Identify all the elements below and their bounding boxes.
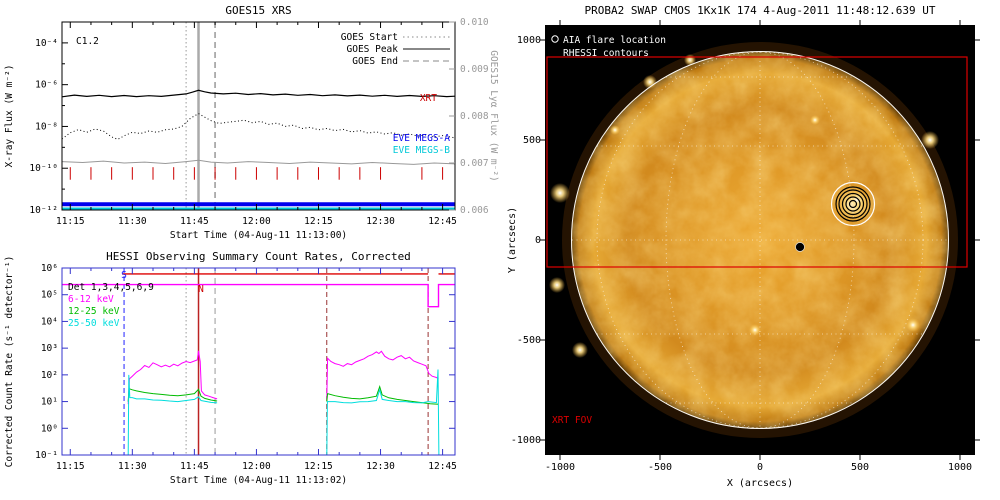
x-tick-label: 0 [757, 462, 763, 473]
swap-panel: PROBA2 SWAP CMOS 1Kx1K 174 4-Aug-2011 11… [505, 0, 1000, 500]
goes-annotation: C1.2 [76, 36, 99, 47]
svg-text:12:00: 12:00 [242, 216, 271, 227]
svg-text:11:15: 11:15 [56, 461, 85, 472]
y-tick-label: 500 [523, 135, 541, 146]
svg-text:10⁻¹²: 10⁻¹² [29, 205, 58, 216]
swap-xlabel: X (arcsecs) [727, 478, 793, 489]
svg-text:10¹: 10¹ [41, 397, 58, 408]
y-tick-label: -1000 [511, 435, 541, 446]
goes-xlabel: Start Time (04-Aug-11 11:13:00) [170, 230, 347, 241]
y-tick-label: 0 [535, 235, 541, 246]
swap-axes [540, 20, 980, 460]
svg-text:GOES Start: GOES Start [341, 32, 398, 43]
x-tick-label: -1000 [545, 462, 575, 473]
aia-flare-location-marker [795, 242, 805, 252]
hessi-plot-frame [61, 267, 456, 456]
hessi-annotation: S [121, 270, 127, 281]
solar-limb-circle [571, 51, 949, 429]
svg-text:12:30: 12:30 [366, 461, 395, 472]
hessi-chart: 11:15 11:30 11:45 12:00 12:15 12:30 12:45 10⁶ 10… [4, 250, 457, 486]
goes-axes [62, 21, 455, 211]
svg-text:10⁶: 10⁶ [41, 263, 58, 274]
rhessi-contours [830, 181, 876, 227]
hessi-series-rate-25-50kev [127, 369, 440, 456]
hessi-series-rate-6-12kev [127, 350, 439, 405]
svg-text:0.010: 0.010 [460, 17, 489, 28]
svg-text:10⁻⁶: 10⁻⁶ [35, 80, 58, 91]
svg-text:12:00: 12:00 [242, 461, 271, 472]
goes-interval-ticks [69, 167, 444, 180]
x-tick-label: 1000 [948, 462, 972, 473]
svg-text:0.006: 0.006 [460, 205, 489, 216]
hessi-annotation: 25-50 keV [68, 318, 120, 329]
svg-text:10³: 10³ [41, 343, 58, 354]
goes-event-lines [185, 22, 216, 210]
legend-rhessi-contours: RHESSI contours [563, 48, 649, 59]
hessi-series-flag-line-magenta [62, 283, 455, 308]
svg-text:0.009: 0.009 [460, 64, 489, 75]
y-tick-label: -500 [517, 335, 541, 346]
hessi-annotation: 12-25 keV [68, 306, 120, 317]
goes-ylabel-right: GOES15 Lyα Flux (W m⁻²) [488, 50, 499, 182]
swap-ylabel: Y (arcsecs) [507, 207, 518, 273]
hessi-ylabel: Corrected Count Rate (s⁻¹ detector⁻¹) [4, 256, 15, 468]
goes-ylabel: X-ray Flux (W m⁻²) [4, 65, 15, 168]
svg-text:11:30: 11:30 [118, 216, 147, 227]
flare-location-legend-icon [551, 35, 559, 43]
goes-annotation: EVE MEGS-A [393, 133, 450, 144]
image-legend: AIA flare location RHESSI contours [551, 35, 666, 59]
svg-text:0.008: 0.008 [460, 111, 489, 122]
svg-text:GOES End: GOES End [352, 56, 398, 67]
swap-title: PROBA2 SWAP CMOS 1Kx1K 174 4-Aug-2011 11… [585, 4, 936, 17]
legend-aia-flare-location: AIA flare location [563, 35, 666, 46]
svg-text:11:15: 11:15 [56, 216, 85, 227]
svg-text:12:45: 12:45 [428, 216, 457, 227]
hessi-xlabel: Start Time (04-Aug-11 11:13:02) [170, 475, 347, 486]
goes-annotation: XRT [420, 93, 437, 104]
x-tick-label: -500 [648, 462, 672, 473]
svg-text:11:30: 11:30 [118, 461, 147, 472]
hessi-title: HESSI Observing Summary Count Rates, Cor… [106, 250, 411, 263]
svg-text:0.007: 0.007 [460, 158, 489, 169]
hessi-axes [62, 267, 455, 456]
svg-text:11:45: 11:45 [180, 461, 209, 472]
svg-text:10⁻⁸: 10⁻⁸ [35, 121, 58, 132]
svg-text:11:45: 11:45 [180, 216, 209, 227]
svg-text:GOES Peak: GOES Peak [347, 44, 399, 55]
hessi-event-lines [123, 268, 429, 455]
goes-annotation: EVE MEGS-B [393, 145, 450, 156]
hessi-annotation: 6-12 keV [68, 294, 114, 305]
y-tick-label: 1000 [517, 35, 541, 46]
svg-text:12:30: 12:30 [366, 216, 395, 227]
svg-text:10⁴: 10⁴ [41, 316, 58, 327]
svg-text:10⁰: 10⁰ [41, 423, 58, 434]
goes-title: GOES15 XRS [225, 4, 291, 17]
x-tick-label: 500 [851, 462, 869, 473]
svg-text:10⁻⁴: 10⁻⁴ [35, 38, 58, 49]
goes-series-goes-short-channel [61, 112, 456, 140]
goes-series-xrt-flux [61, 89, 456, 98]
svg-text:12:15: 12:15 [304, 216, 333, 227]
svg-text:12:45: 12:45 [428, 461, 457, 472]
xrt-fov-label: XRT FOV [552, 415, 592, 426]
hessi-tick-labels: 11:15 11:30 11:45 12:00 12:15 12:30 12:45 10⁶ 10… [35, 263, 457, 472]
xrt-fov-box [546, 56, 968, 268]
swap-axis-labels: -1000 -500 0 500 1000 1000 500 0 -500 -1… [507, 35, 972, 489]
goes-chart: 11:15 11:30 11:45 12:00 12:15 12:30 12:45 10⁻⁴ 1… [4, 4, 499, 241]
svg-text:10⁻¹: 10⁻¹ [35, 450, 58, 461]
goes-tick-labels: 11:15 11:30 11:45 12:00 12:15 12:30 12:45 10⁻⁴ 1… [29, 17, 488, 227]
hessi-series-rate-12-25kev [127, 384, 439, 405]
heliographic-grid [572, 51, 948, 429]
hessi-annotation: Det 1,3,4,5,6,9 [68, 282, 154, 293]
svg-text:10²: 10² [41, 370, 58, 381]
svg-text:10⁵: 10⁵ [41, 290, 58, 301]
goes-series-goes15-lya [61, 159, 456, 165]
svg-text:12:15: 12:15 [304, 461, 333, 472]
swap-image: AIA flare location RHESSI contours XRT F… [545, 25, 975, 455]
svg-text:10⁻¹⁰: 10⁻¹⁰ [29, 163, 58, 174]
hessi-annotation: N [198, 284, 204, 295]
solar-texture [571, 51, 949, 429]
